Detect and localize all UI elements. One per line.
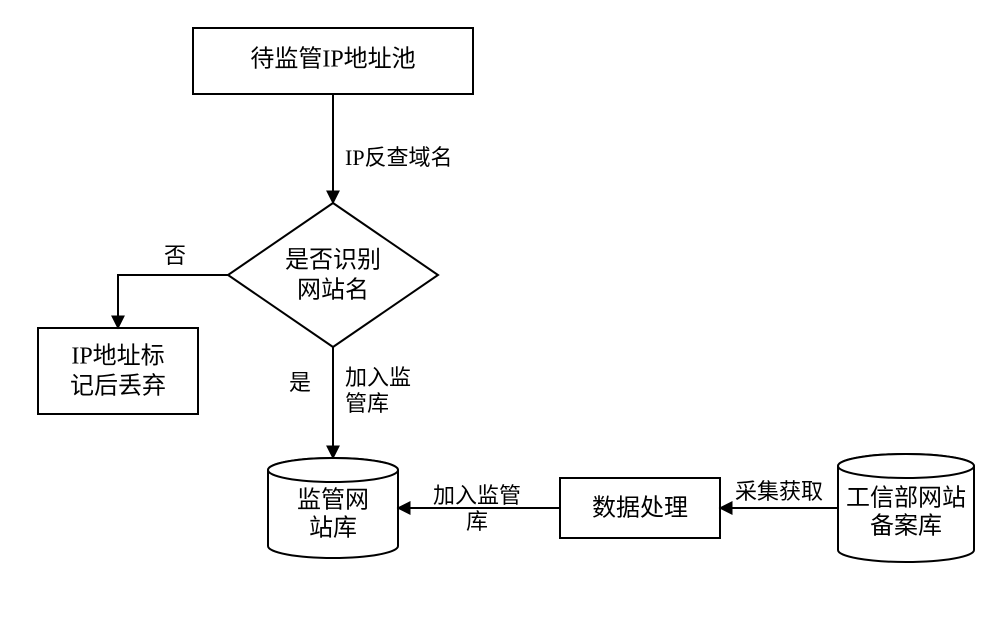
edge-decision-yes-label2-2: 管库 bbox=[345, 391, 389, 416]
edge-pool-to-decision: IP反查域名 bbox=[333, 94, 453, 203]
edge-dataproc-to-supervise: 加入监管 库 bbox=[398, 483, 560, 534]
node-discard-label-1: IP地址标 bbox=[71, 343, 164, 370]
node-discard-label-2: 记后丢弃 bbox=[70, 373, 166, 400]
node-supervise-db-top bbox=[268, 458, 398, 482]
node-miit-db-label-2: 备案库 bbox=[870, 513, 942, 540]
edge-decision-yes-label: 是 bbox=[289, 370, 311, 395]
node-discard-shape bbox=[38, 328, 198, 414]
node-decision-shape bbox=[228, 203, 438, 347]
node-miit-db: 工信部网站 备案库 bbox=[838, 454, 974, 562]
edge-decision-yes: 是 加入监 管库 bbox=[289, 347, 411, 458]
node-ip-pool: 待监管IP地址池 bbox=[193, 28, 473, 94]
node-decision: 是否识别 网站名 bbox=[228, 203, 438, 347]
node-ip-pool-label: 待监管IP地址池 bbox=[250, 46, 415, 73]
node-decision-label-2: 网站名 bbox=[297, 277, 369, 304]
node-supervise-db: 监管网 站库 bbox=[268, 458, 398, 558]
node-miit-db-label-1: 工信部网站 bbox=[846, 485, 966, 512]
edge-dataproc-label-2: 库 bbox=[466, 509, 488, 534]
edge-miit-to-dataproc: 采集获取 bbox=[720, 479, 838, 508]
node-supervise-db-label-2: 站库 bbox=[309, 515, 357, 542]
node-data-proc: 数据处理 bbox=[560, 478, 720, 538]
edge-miit-label: 采集获取 bbox=[735, 479, 823, 504]
edge-decision-yes-label2-1: 加入监 bbox=[345, 365, 411, 390]
edge-decision-no: 否 bbox=[118, 243, 228, 328]
node-supervise-db-label-1: 监管网 bbox=[297, 487, 369, 514]
edge-pool-to-decision-label: IP反查域名 bbox=[345, 145, 453, 170]
node-discard: IP地址标 记后丢弃 bbox=[38, 328, 198, 414]
node-decision-label-1: 是否识别 bbox=[285, 247, 381, 274]
node-miit-db-top bbox=[838, 454, 974, 478]
edge-dataproc-label-1: 加入监管 bbox=[433, 483, 521, 508]
edge-decision-no-label: 否 bbox=[164, 243, 186, 268]
node-data-proc-label: 数据处理 bbox=[592, 495, 688, 522]
